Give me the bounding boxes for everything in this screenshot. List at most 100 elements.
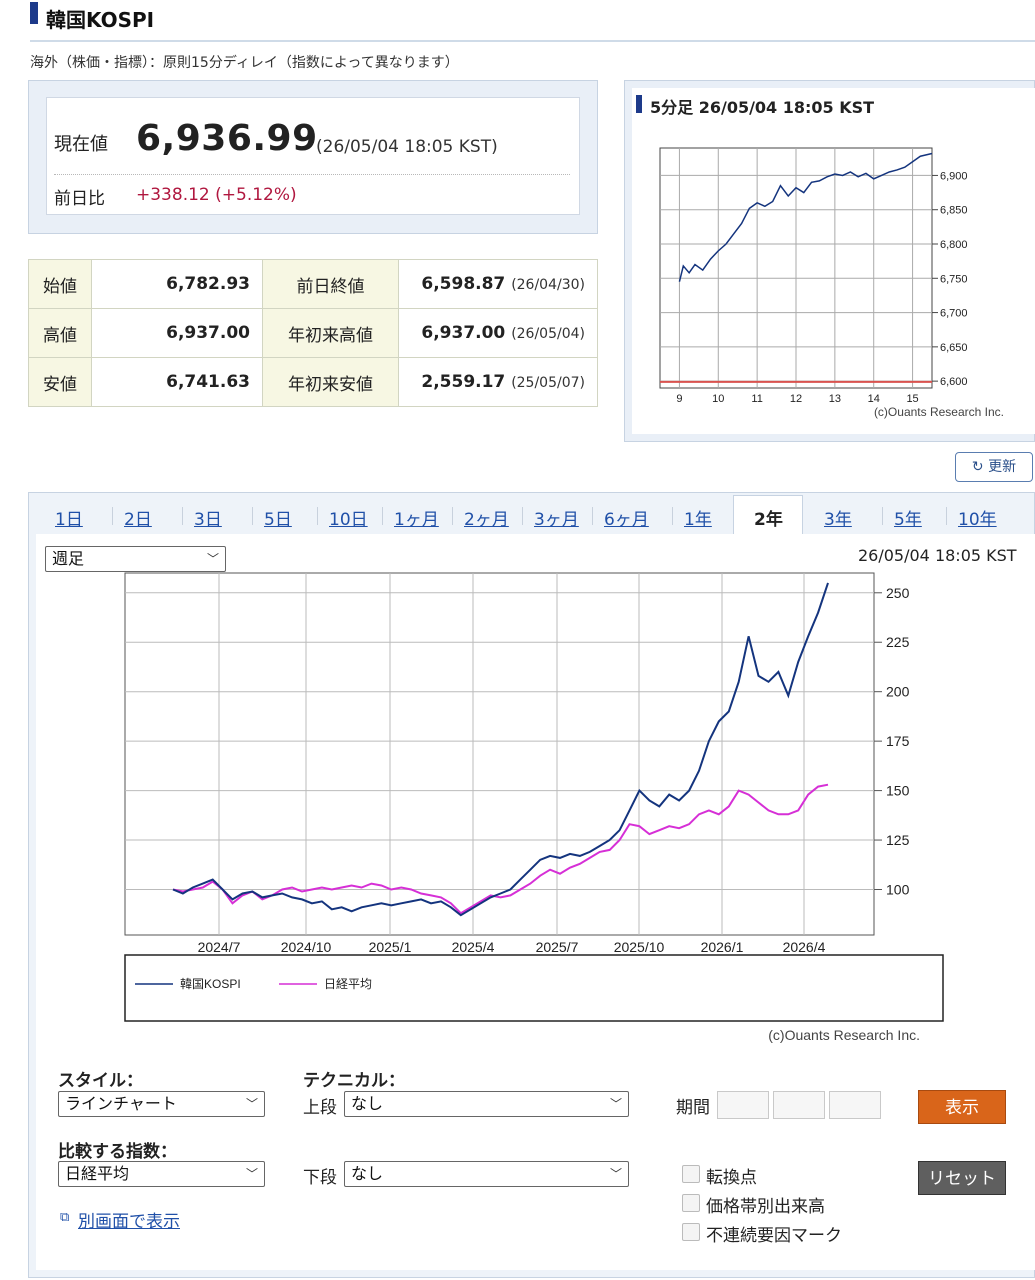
tab-separator: [946, 507, 947, 525]
chevron-down-icon: ﹀: [609, 1167, 622, 1181]
quote-card: [46, 97, 580, 215]
stat-label: 前日終値: [262, 259, 399, 309]
checkbox-turning-point[interactable]: [682, 1165, 700, 1183]
tab-separator: [182, 507, 183, 525]
main-x-tick: 2025/7: [536, 939, 579, 955]
intraday-x-tick: 9: [676, 393, 682, 405]
tab-12[interactable]: 3年: [824, 510, 852, 530]
tab-7[interactable]: 2ヶ月: [464, 510, 509, 530]
chart-timestamp: 26/05/04 18:05 KST: [858, 546, 1017, 565]
quote-divider: [54, 174, 570, 175]
active-tab-background: [733, 495, 803, 535]
style-select[interactable]: ラインチャート ﹀: [58, 1091, 265, 1117]
table-row: 高値 6,937.00 年初来高値 6,937.00 (26/05/04): [28, 308, 598, 358]
chevron-down-icon: ﹀: [609, 1097, 622, 1111]
main-y-tick: 200: [886, 684, 910, 700]
intraday-x-tick: 12: [790, 393, 802, 405]
tab-3[interactable]: 3日: [194, 510, 222, 530]
stat-label: 年初来高値: [262, 308, 399, 358]
stat-number: 2,559.17: [421, 372, 506, 392]
intraday-series-line: [678, 152, 933, 282]
checkbox-discontinuity-mark-label: 不連続要因マーク: [706, 1226, 842, 1246]
tab-8[interactable]: 3ヶ月: [534, 510, 579, 530]
stat-value: 2,559.17 (25/05/07): [398, 357, 598, 407]
tab-11[interactable]: 2年: [754, 510, 783, 530]
intraday-x-tick: 10: [712, 393, 724, 405]
period-input-1[interactable]: [717, 1091, 769, 1119]
intraday-x-tick: 14: [868, 393, 880, 405]
chevron-down-icon: ﹀: [206, 552, 219, 566]
delay-notice: 海外（株価・指標）：原則15分ディレイ（指数によって異なります）: [30, 55, 459, 71]
stat-value: 6,937.00 (26/05/04): [398, 308, 598, 358]
refresh-button[interactable]: ↻ 更新: [955, 452, 1033, 482]
style-select-value: ラインチャート: [65, 1094, 177, 1113]
lower-technical-select[interactable]: なし ﹀: [344, 1161, 629, 1187]
stat-date: (26/05/04): [511, 326, 585, 342]
period-input-2[interactable]: [773, 1091, 825, 1119]
tab-2[interactable]: 2日: [124, 510, 152, 530]
chevron-down-icon: ﹀: [245, 1167, 258, 1181]
main-y-tick: 225: [886, 634, 910, 650]
stat-label: 高値: [28, 308, 92, 358]
table-row: 始値 6,782.93 前日終値 6,598.87 (26/04/30): [28, 259, 598, 309]
tab-5[interactable]: 10日: [329, 510, 368, 530]
reset-button[interactable]: リセット: [918, 1161, 1006, 1195]
intraday-chart: 9 10 11 12 13 14 15 6,600 6,650 6,700 6,750 6,800 6,…: [659, 147, 1004, 419]
upper-select-value: なし: [351, 1094, 384, 1113]
period-label: 期間: [676, 1098, 710, 1118]
tab-separator: [882, 507, 883, 525]
refresh-icon: ↻: [971, 459, 984, 475]
intraday-y-tick: 6,850: [940, 205, 968, 217]
tab-separator: [382, 507, 383, 525]
compare-select[interactable]: 日経平均 ﹀: [58, 1161, 265, 1187]
intraday-y-tick: 6,800: [940, 239, 968, 251]
intraday-x-tick: 15: [906, 393, 918, 405]
intraday-copyright: (c)Ouants Research Inc.: [874, 405, 1004, 419]
intraday-x-tick: 11: [751, 393, 762, 405]
change-label: 前日比: [54, 189, 105, 209]
tab-separator: [317, 507, 318, 525]
stat-date: (25/05/07): [511, 375, 585, 391]
tab-separator: [672, 507, 673, 525]
show-button[interactable]: 表示: [918, 1090, 1006, 1124]
new-window-link[interactable]: 別画面で表示: [78, 1212, 180, 1232]
checkbox-volume-profile-label: 価格帯別出来高: [706, 1197, 825, 1217]
intraday-y-tick: 6,650: [940, 342, 968, 354]
intraday-y-tick: 6,900: [940, 170, 968, 182]
change-value: +338.12 (+5.12%): [136, 185, 297, 205]
interval-select[interactable]: 週足 ﹀: [45, 546, 226, 572]
tab-1[interactable]: 1日: [55, 510, 83, 530]
intraday-x-tick: 13: [829, 393, 841, 405]
compare-select-value: 日経平均: [65, 1164, 130, 1183]
tab-13[interactable]: 5年: [894, 510, 922, 530]
upper-technical-select[interactable]: なし ﹀: [344, 1091, 629, 1117]
stat-value: 6,598.87 (26/04/30): [398, 259, 598, 309]
title-accent-bar: [30, 2, 38, 24]
legend-label: 韓国KOSPI: [180, 977, 241, 991]
page-title: 韓国KOSPI: [46, 8, 155, 32]
checkbox-volume-profile[interactable]: [682, 1194, 700, 1212]
main-x-tick: 2025/4: [452, 939, 495, 955]
stat-number: 6,598.87: [421, 274, 506, 294]
stat-value: 6,782.93: [91, 259, 263, 309]
main-x-tick: 2026/4: [783, 939, 826, 955]
main-x-tick: 2024/7: [198, 939, 241, 955]
tab-9[interactable]: 6ヶ月: [604, 510, 649, 530]
period-input-3[interactable]: [829, 1091, 881, 1119]
main-y-tick: 175: [886, 733, 910, 749]
tab-4[interactable]: 5日: [264, 510, 292, 530]
lower-label: 下段: [303, 1168, 337, 1188]
interval-select-value: 週足: [52, 549, 85, 568]
intraday-y-tick: 6,750: [940, 273, 968, 285]
main-chart-copyright: (c)Ouants Research Inc.: [768, 1027, 920, 1043]
tab-separator: [252, 507, 253, 525]
tab-10[interactable]: 1年: [684, 510, 712, 530]
current-price-label: 現在値: [54, 134, 108, 155]
title-divider: [30, 40, 1035, 42]
tab-6[interactable]: 1ヶ月: [394, 510, 439, 530]
main-x-tick: 2025/10: [614, 939, 665, 955]
price-stats-table: 始値 6,782.93 前日終値 6,598.87 (26/04/30) 高値 …: [28, 259, 598, 407]
stat-label: 年初来安値: [262, 357, 399, 407]
tab-14[interactable]: 10年: [958, 510, 997, 530]
checkbox-discontinuity-mark[interactable]: [682, 1223, 700, 1241]
